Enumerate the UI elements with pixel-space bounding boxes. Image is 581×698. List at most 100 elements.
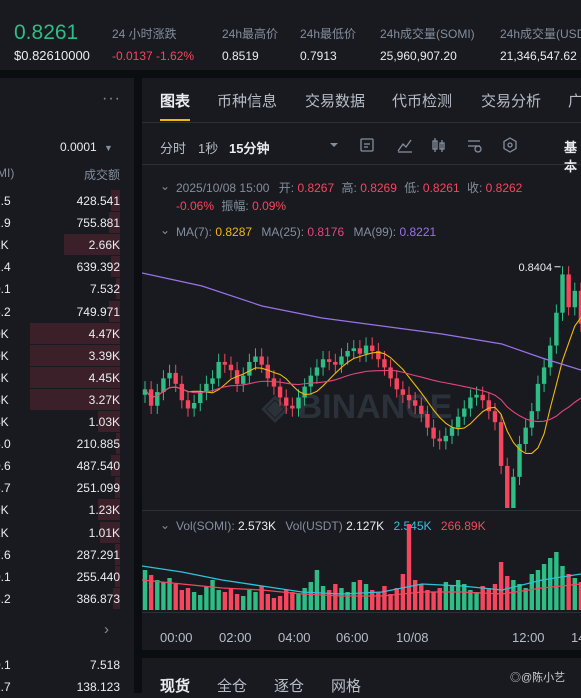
candle xyxy=(296,397,301,409)
candle xyxy=(351,348,356,352)
candle xyxy=(345,351,350,357)
orderbook-row[interactable]: 5K 3.27K xyxy=(0,388,134,411)
chevron-down-icon: ▼ xyxy=(104,143,113,153)
tab-1[interactable]: 币种信息 xyxy=(217,93,278,110)
interval-1[interactable]: 1秒 xyxy=(198,141,219,156)
col-amount-header: MI) xyxy=(0,166,15,180)
candle xyxy=(179,383,185,401)
orderbook-amount: 2.9 xyxy=(0,216,11,231)
volume-bar xyxy=(462,584,467,610)
orderbook-row[interactable]: 0.6 487.540 xyxy=(0,455,134,477)
interval-2[interactable]: 15分钟 xyxy=(229,141,270,156)
volume-bar xyxy=(474,592,479,610)
chevron-right-icon[interactable]: › xyxy=(104,621,109,638)
orderbook-row[interactable]: 2.9 755.881 xyxy=(0,212,134,234)
orderbook-total: 1.01K xyxy=(88,525,120,540)
depth-bar xyxy=(109,212,120,234)
ma-legend: MA(7): 0.8287 MA(25): 0.8176 MA(99): 0.8… xyxy=(176,225,436,239)
candle xyxy=(535,383,541,412)
depth-bar xyxy=(30,388,120,410)
bottom-tab-2[interactable]: 逐仓 xyxy=(274,678,305,695)
orderbook-amount: 0.1 xyxy=(0,658,11,672)
tab-0[interactable]: 图表 xyxy=(160,93,191,110)
orderbook-row[interactable]: 7.6 287.291 xyxy=(0,543,134,566)
vol-somi-label: Vol(SOMI): xyxy=(176,519,235,533)
chart-mode[interactable]: 基本 xyxy=(564,140,578,174)
orderbook-row[interactable]: 2K 1.01K xyxy=(0,521,134,544)
orderbook-total: 4.47K xyxy=(88,326,120,341)
indicator-icon xyxy=(360,138,374,152)
volume-bar xyxy=(290,592,295,610)
open-label: 开: xyxy=(278,181,295,195)
candle xyxy=(382,359,387,368)
more-dots-icon[interactable]: ··· xyxy=(102,90,121,107)
orderbook-row[interactable]: 0.1 255.440 xyxy=(0,565,134,588)
orderbook-total: 7.518 xyxy=(89,658,120,672)
settings-icon xyxy=(468,140,482,153)
orderbook-row[interactable]: 0.1 7.532 xyxy=(0,278,134,300)
orderbook-row[interactable]: 2.4 639.392 xyxy=(0,256,134,278)
candle xyxy=(155,392,160,406)
orderbook-amount: 8K xyxy=(0,370,9,385)
volume-bar xyxy=(222,592,228,610)
ma25-label: MA(25): xyxy=(261,225,305,239)
depth-bar xyxy=(115,543,120,565)
tab-5[interactable]: 广 xyxy=(568,93,581,110)
ohlc-collapse-icon[interactable]: ⌄ xyxy=(160,179,171,193)
tab-4[interactable]: 交易分析 xyxy=(481,93,542,110)
orderbook-row[interactable]: 7.5 428.541 xyxy=(0,190,134,212)
vol-usdt-value: 2.127K xyxy=(346,519,385,533)
vol-usdt-label: Vol(USDT) xyxy=(285,519,343,533)
candle xyxy=(517,444,522,477)
depth-bar xyxy=(30,344,120,366)
orderbook-row[interactable]: 8K 4.45K xyxy=(0,366,134,389)
volume-bar xyxy=(314,570,320,610)
orderbook-row[interactable]: 2.7 138.123 xyxy=(0,676,134,698)
volume-bar xyxy=(412,580,418,610)
ohlc-legend-line2: -0.06% 振幅: 0.09% xyxy=(176,197,286,214)
depth-bar xyxy=(115,477,120,499)
orderbook-row[interactable]: 0.1 7.518 xyxy=(0,654,134,676)
volume-bar xyxy=(339,588,344,610)
orderbook-row[interactable]: 1K 2.66K xyxy=(0,234,134,256)
candle xyxy=(369,345,375,352)
bottom-tab-3[interactable]: 网格 xyxy=(331,678,362,695)
interval-0[interactable]: 分时 xyxy=(160,141,187,156)
depth-bar xyxy=(109,300,120,322)
orderbook-row[interactable]: 5.2 749.971 xyxy=(0,300,134,323)
orderbook-row[interactable]: 0K 4.47K xyxy=(0,322,134,345)
orderbook-row[interactable]: 0K 3.39K xyxy=(0,344,134,367)
chevron-right-small-icon[interactable]: › xyxy=(148,578,152,592)
volume-bar xyxy=(204,586,209,610)
candle xyxy=(455,416,461,428)
orderbook-row[interactable]: 9K 1.23K xyxy=(0,499,134,521)
orderbook-row[interactable]: 5.0 210.885 xyxy=(0,433,134,455)
candle xyxy=(210,378,215,384)
close-value: 0.8262 xyxy=(485,181,523,195)
orderbook-row[interactable]: 3.7 251.099 xyxy=(0,477,134,499)
vol-collapse-icon[interactable]: ⌄ xyxy=(160,518,171,532)
orderbook-row[interactable]: 3.2 386.873 xyxy=(0,587,134,610)
orderbook-total: 428.541 xyxy=(76,194,120,208)
candle xyxy=(498,422,504,466)
depth-bar xyxy=(111,256,120,278)
orderbook-amount: 4K xyxy=(0,415,9,429)
order-book: ··· 0.0001 ▼ MI) 成交额 7.5 428.541 2.9 755.88… xyxy=(0,78,134,694)
volume-bar xyxy=(345,592,350,610)
bottom-tab-0[interactable]: 现货 xyxy=(160,678,191,695)
bottom-tab-1[interactable]: 全仓 xyxy=(217,678,248,695)
volume-bar xyxy=(406,524,412,610)
volume-chart[interactable] xyxy=(142,514,581,610)
precision-value: 0.0001 xyxy=(60,140,97,154)
precision-select[interactable]: 0.0001 ▼ xyxy=(60,140,113,154)
ma7-value: 0.8287 xyxy=(215,225,253,239)
tab-3[interactable]: 代币检测 xyxy=(392,93,453,110)
orderbook-row[interactable]: 4K 1.03K xyxy=(0,411,134,433)
candle xyxy=(541,367,547,384)
ma-collapse-icon[interactable]: ⌄ xyxy=(160,223,171,237)
ohlc-legend: 2025/10/08 15:00 开: 0.8267 高: 0.8269 低: … xyxy=(176,179,522,196)
candle xyxy=(523,427,528,445)
tab-2[interactable]: 交易数据 xyxy=(305,93,366,110)
orderbook-total: 287.291 xyxy=(76,547,120,562)
